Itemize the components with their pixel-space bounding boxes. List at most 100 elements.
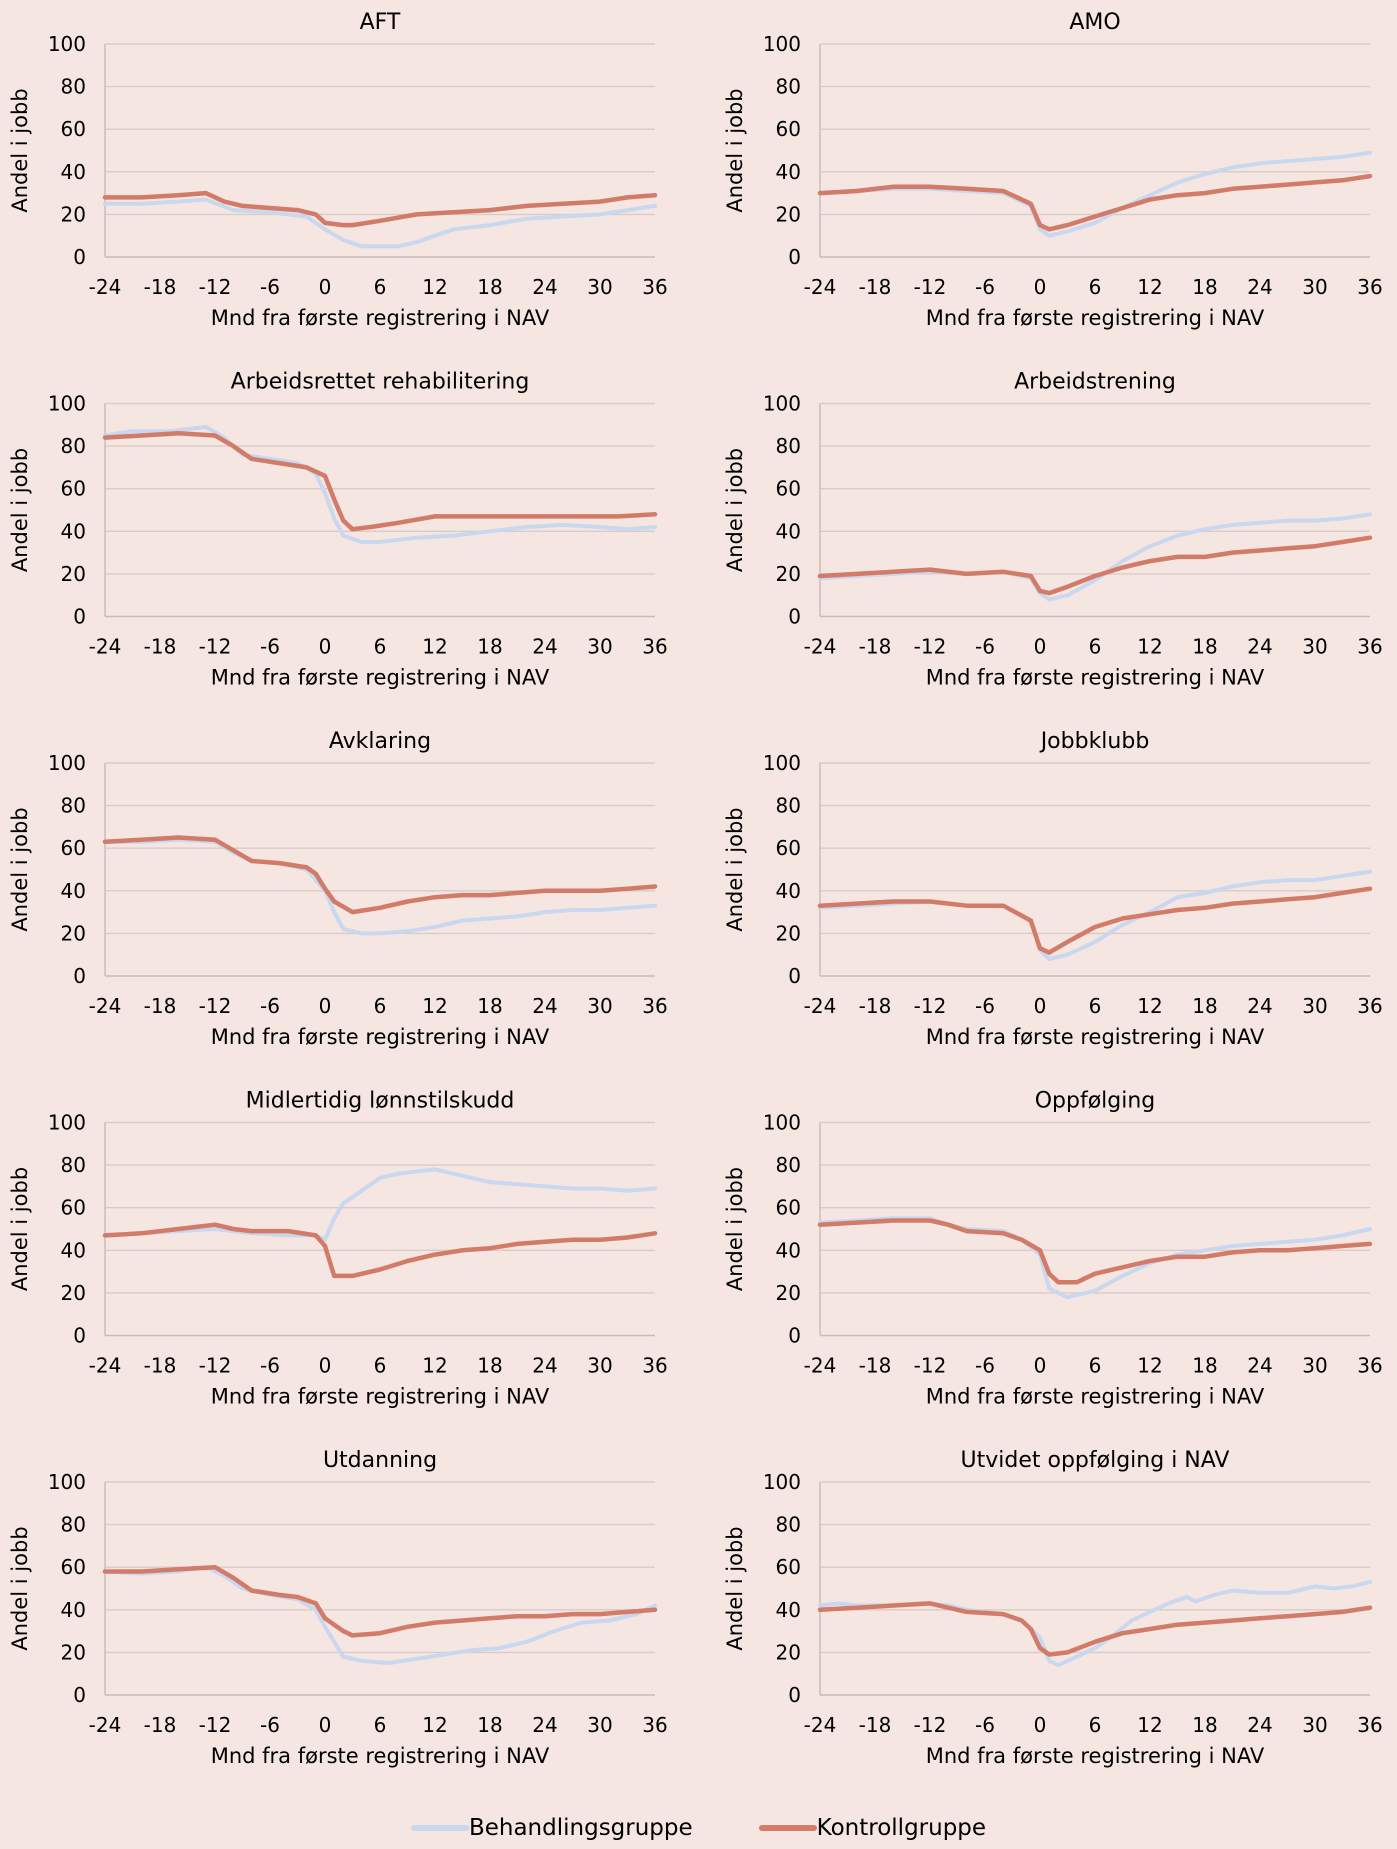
x-axis-label: Mnd fra første registrering i NAV <box>211 1385 550 1409</box>
chart-panel: 0 20 40 60 80 100 -24 -18 -12 -6 0 6 12 18 24 30 36 Jobbk… <box>723 729 1383 1049</box>
x-tick-label: -24 <box>89 275 122 299</box>
x-tick-label: 0 <box>319 1354 332 1378</box>
y-axis-label: Andel i jobb <box>723 1167 747 1291</box>
y-tick-label: 60 <box>776 836 801 860</box>
y-tick-label: 80 <box>61 1153 86 1177</box>
x-tick-label: -6 <box>260 1713 280 1737</box>
x-tick-label: 18 <box>1192 635 1217 659</box>
x-tick-label: -6 <box>260 275 280 299</box>
y-tick-label: 100 <box>48 1111 86 1135</box>
y-tick-label: 0 <box>788 1324 801 1348</box>
x-tick-label: 30 <box>1302 1354 1327 1378</box>
x-tick-label: 24 <box>1247 1354 1272 1378</box>
x-tick-label: 36 <box>642 994 667 1018</box>
y-axis-label: Andel i jobb <box>8 1167 32 1291</box>
y-tick-label: 40 <box>61 519 86 543</box>
y-tick-label: 100 <box>48 32 86 56</box>
y-tick-label: 0 <box>73 245 86 269</box>
x-tick-label: 0 <box>1034 1354 1047 1378</box>
x-tick-label: 24 <box>532 275 557 299</box>
x-tick-label: -24 <box>804 994 837 1018</box>
x-tick-label: 36 <box>642 1354 667 1378</box>
legend: Behandlingsgruppe Kontrollgruppe <box>0 1815 1397 1841</box>
x-tick-label: -12 <box>914 994 947 1018</box>
x-tick-label: 18 <box>1192 275 1217 299</box>
y-tick-label: 20 <box>61 562 86 586</box>
x-tick-label: -18 <box>144 635 177 659</box>
x-tick-label: 18 <box>1192 1713 1217 1737</box>
x-tick-label: -18 <box>859 635 892 659</box>
x-tick-label: 0 <box>319 635 332 659</box>
x-tick-label: 36 <box>1357 1354 1382 1378</box>
y-tick-label: 40 <box>776 1238 801 1262</box>
y-tick-label: 80 <box>776 1153 801 1177</box>
chart-title: Oppfølging <box>1035 1089 1156 1114</box>
y-tick-label: 20 <box>61 921 86 945</box>
series-line-behandlingsgruppe <box>103 837 657 936</box>
x-tick-label: 30 <box>1302 1713 1327 1737</box>
x-tick-label: 36 <box>642 635 667 659</box>
x-axis-label: Mnd fra første registrering i NAV <box>926 1385 1265 1409</box>
x-tick-label: 12 <box>1137 635 1162 659</box>
x-tick-label: 30 <box>587 275 612 299</box>
y-tick-label: 20 <box>776 562 801 586</box>
series-line-behandlingsgruppe <box>103 424 657 544</box>
x-tick-label: 6 <box>1089 275 1102 299</box>
series-line-kontrollgruppe <box>817 535 1373 596</box>
y-tick-label: 40 <box>61 1598 86 1622</box>
chart-panel: 0 20 40 60 80 100 -24 -18 -12 -6 0 6 12 18 24 30 36 AFT Mn… <box>8 10 668 330</box>
x-tick-label: -24 <box>89 994 122 1018</box>
x-tick-label: 12 <box>422 1354 447 1378</box>
y-axis-label: Andel i jobb <box>723 1526 747 1650</box>
x-axis-label: Mnd fra første registrering i NAV <box>926 306 1265 330</box>
x-tick-label: -24 <box>804 1354 837 1378</box>
y-axis-label: Andel i jobb <box>8 88 32 212</box>
x-tick-label: 12 <box>422 994 447 1018</box>
x-tick-label: 12 <box>1137 994 1162 1018</box>
series-line-kontrollgruppe <box>102 431 658 532</box>
x-tick-label: 36 <box>1357 1713 1382 1737</box>
x-tick-label: 0 <box>1034 1713 1047 1737</box>
chart-panel: 0 20 40 60 80 100 -24 -18 -12 -6 0 6 12 18 24 30 36 AMO Mn… <box>723 10 1383 330</box>
x-axis-label: Mnd fra første registrering i NAV <box>211 1025 550 1049</box>
y-axis-label: Andel i jobb <box>8 448 32 572</box>
chart-panel: 0 20 40 60 80 100 -24 -18 -12 -6 0 6 12 18 24 30 36 Utvid… <box>723 1448 1383 1768</box>
legend-item-control: Kontrollgruppe <box>758 1815 986 1841</box>
x-tick-label: 36 <box>1357 994 1382 1018</box>
x-tick-label: 6 <box>1089 1354 1102 1378</box>
x-tick-label: -12 <box>199 635 232 659</box>
y-tick-label: 80 <box>61 75 86 99</box>
x-tick-label: -18 <box>859 994 892 1018</box>
chart-title: Utdanning <box>323 1448 437 1473</box>
x-tick-label: 18 <box>477 275 502 299</box>
y-tick-label: 20 <box>776 921 801 945</box>
y-tick-label: 0 <box>73 605 86 629</box>
x-tick-label: 0 <box>319 1713 332 1737</box>
x-tick-label: 36 <box>642 275 667 299</box>
x-tick-label: 6 <box>374 1354 387 1378</box>
x-tick-label: 12 <box>422 1713 447 1737</box>
series-line-kontrollgruppe <box>817 886 1373 955</box>
series-line-behandlingsgruppe <box>818 1216 1372 1300</box>
chart-title: AMO <box>1069 10 1120 35</box>
y-tick-label: 60 <box>776 117 801 141</box>
y-tick-label: 80 <box>776 794 801 818</box>
x-tick-label: 18 <box>1192 1354 1217 1378</box>
x-tick-label: -6 <box>975 994 995 1018</box>
x-tick-label: 36 <box>1357 635 1382 659</box>
x-axis-label: Mnd fra første registrering i NAV <box>926 666 1265 690</box>
chart-panel: 0 20 40 60 80 100 -24 -18 -12 -6 0 6 12 18 24 30 36 Oppfø… <box>723 1089 1383 1409</box>
x-tick-label: 30 <box>587 635 612 659</box>
y-tick-label: 0 <box>73 964 86 988</box>
y-tick-label: 100 <box>48 751 86 775</box>
series-line-behandlingsgruppe <box>103 1565 657 1665</box>
x-tick-label: -18 <box>144 1354 177 1378</box>
x-tick-label: -18 <box>859 1354 892 1378</box>
y-tick-label: 80 <box>776 434 801 458</box>
y-tick-label: 60 <box>776 1196 801 1220</box>
x-tick-label: 6 <box>374 275 387 299</box>
x-tick-label: 30 <box>587 1354 612 1378</box>
y-tick-label: 100 <box>48 1470 86 1494</box>
legend-swatch-control <box>758 1825 817 1831</box>
chart-title: Avklaring <box>329 729 431 754</box>
